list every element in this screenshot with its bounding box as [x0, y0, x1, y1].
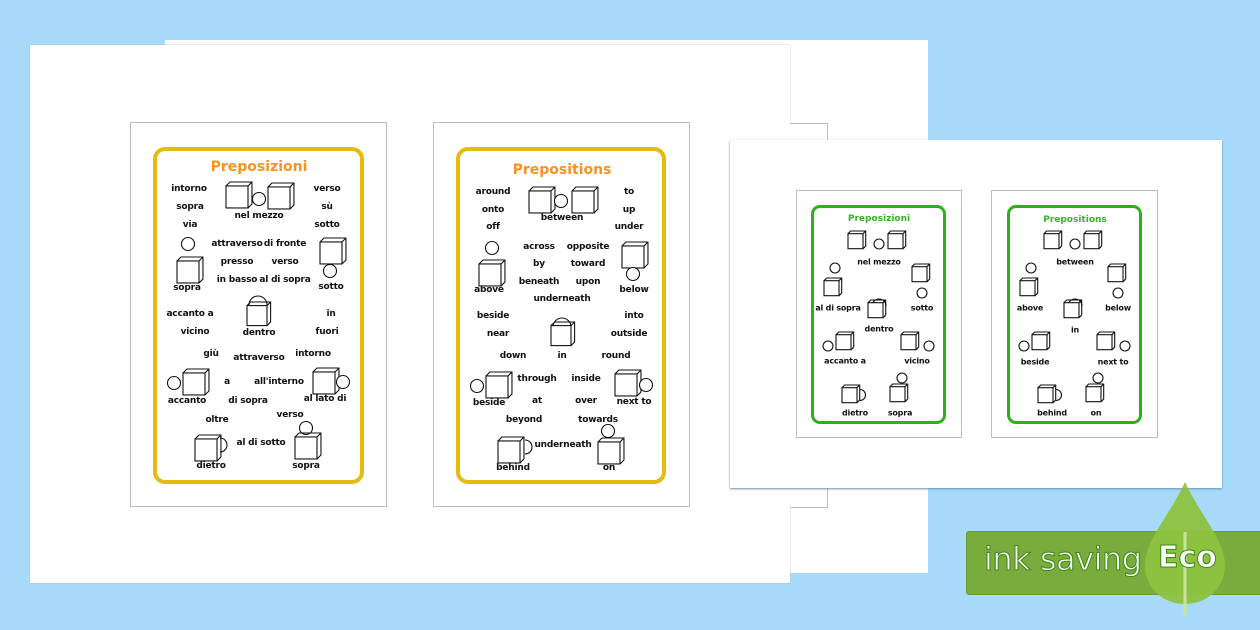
- preposition-word: verso: [271, 257, 299, 267]
- preposition-word: verso: [313, 184, 341, 194]
- preposition-word: a: [224, 377, 230, 387]
- preposition-word: beside: [476, 311, 510, 321]
- preposition-word: between: [540, 213, 584, 223]
- preposition-word: round: [601, 351, 631, 361]
- preposition-word: on: [602, 463, 616, 473]
- preposition-word: in: [557, 351, 567, 361]
- preposition-word: inside: [571, 374, 601, 384]
- preposition-word: opposite: [566, 242, 610, 252]
- preposition-word: next to: [1097, 357, 1129, 367]
- preposition-word: under: [614, 222, 644, 232]
- preposition-word: off: [486, 222, 500, 232]
- preposition-word: below: [619, 285, 649, 295]
- preposition-word: fuori: [315, 327, 339, 337]
- preposition-word: all'interno: [254, 377, 304, 387]
- card-title: Preposizioni: [847, 214, 911, 224]
- preposition-word: near: [486, 329, 510, 339]
- preposition-word: underneath: [534, 440, 592, 450]
- preposition-word: over: [575, 396, 597, 406]
- preposition-word: at: [532, 396, 542, 406]
- preposition-word: nel mezzo: [857, 257, 901, 267]
- preposition-word: sopra: [292, 461, 320, 471]
- preposition-word: through: [517, 374, 557, 384]
- preposition-word: di fronte: [263, 239, 307, 249]
- preposition-word: towards: [578, 415, 618, 425]
- preposition-word: al di sopra: [815, 303, 861, 313]
- preposition-word: intorno: [295, 349, 331, 359]
- preposition-word: beyond: [505, 415, 543, 425]
- preposition-word: oltre: [205, 415, 229, 425]
- preposition-word: sopra: [887, 408, 913, 418]
- preposition-word: above: [1016, 303, 1044, 313]
- preposition-word: behind: [496, 463, 530, 473]
- preposition-word: into: [624, 311, 644, 321]
- preposition-word: vicino: [904, 356, 930, 366]
- preposition-word: in: [1070, 325, 1080, 335]
- preposition-word: di sopra: [228, 396, 268, 406]
- preposition-word: nel mezzo: [234, 211, 284, 221]
- preposition-word: verso: [276, 410, 304, 420]
- preposition-word: intorno: [171, 184, 207, 194]
- preposition-word: down: [499, 351, 527, 361]
- preposition-word: behind: [1037, 408, 1067, 418]
- preposition-word: sù: [321, 202, 333, 212]
- card-italian-green: [811, 205, 946, 424]
- preposition-word: around: [475, 187, 511, 197]
- preposition-word: beneath: [518, 277, 560, 287]
- preposition-word: al di sopra: [259, 275, 311, 285]
- preposition-word: beside: [472, 398, 506, 408]
- preposition-word: above: [474, 285, 504, 295]
- preposition-word: sotto: [318, 282, 344, 292]
- card-english-green: [1007, 205, 1142, 424]
- preposition-word: dietro: [196, 461, 226, 471]
- preposition-word: across: [523, 242, 555, 252]
- preposition-word: via: [182, 220, 198, 230]
- preposition-word: dentro: [864, 324, 894, 334]
- preposition-word: between: [1056, 257, 1094, 267]
- card-title: Prepositions: [512, 162, 612, 178]
- preposition-word: in: [326, 309, 336, 319]
- preposition-word: sotto: [314, 220, 340, 230]
- preposition-word: to: [623, 187, 635, 197]
- preposition-word: by: [533, 259, 545, 269]
- preposition-word: up: [622, 205, 636, 215]
- leaf-icon: [1145, 482, 1225, 616]
- preposition-word: al di sotto: [236, 438, 286, 448]
- preposition-word: on: [1090, 408, 1102, 418]
- preposition-word: underneath: [533, 294, 591, 304]
- card-title: Prepositions: [1043, 215, 1107, 225]
- preposition-word: sopra: [176, 202, 204, 212]
- preposition-word: accanto a: [824, 356, 866, 366]
- preposition-word: attraverso: [211, 239, 263, 249]
- card-title: Preposizioni: [210, 159, 308, 175]
- preposition-word: beside: [1020, 357, 1050, 367]
- preposition-word: giù: [203, 349, 219, 359]
- preposition-word: dietro: [842, 408, 868, 418]
- preposition-word: al lato di: [303, 394, 347, 404]
- preposition-word: next to: [616, 397, 652, 407]
- preposition-word: accanto: [167, 396, 207, 406]
- preposition-word: presso: [220, 257, 254, 267]
- ink-saving-text: ink saving: [984, 540, 1143, 579]
- preposition-word: accanto a: [166, 309, 214, 319]
- eco-label: Eco: [1158, 540, 1218, 576]
- preposition-word: dentro: [242, 328, 276, 338]
- preposition-word: upon: [575, 277, 601, 287]
- preposition-word: in basso: [216, 275, 258, 285]
- preposition-word: sotto: [910, 303, 934, 313]
- preposition-word: below: [1105, 303, 1131, 313]
- preposition-word: vicino: [180, 327, 210, 337]
- card-english-yellow: [456, 147, 666, 484]
- preposition-word: sopra: [173, 283, 201, 293]
- preposition-word: outside: [610, 329, 648, 339]
- preposition-word: onto: [481, 205, 505, 215]
- preposition-word: attraverso: [233, 353, 285, 363]
- preposition-word: toward: [570, 259, 606, 269]
